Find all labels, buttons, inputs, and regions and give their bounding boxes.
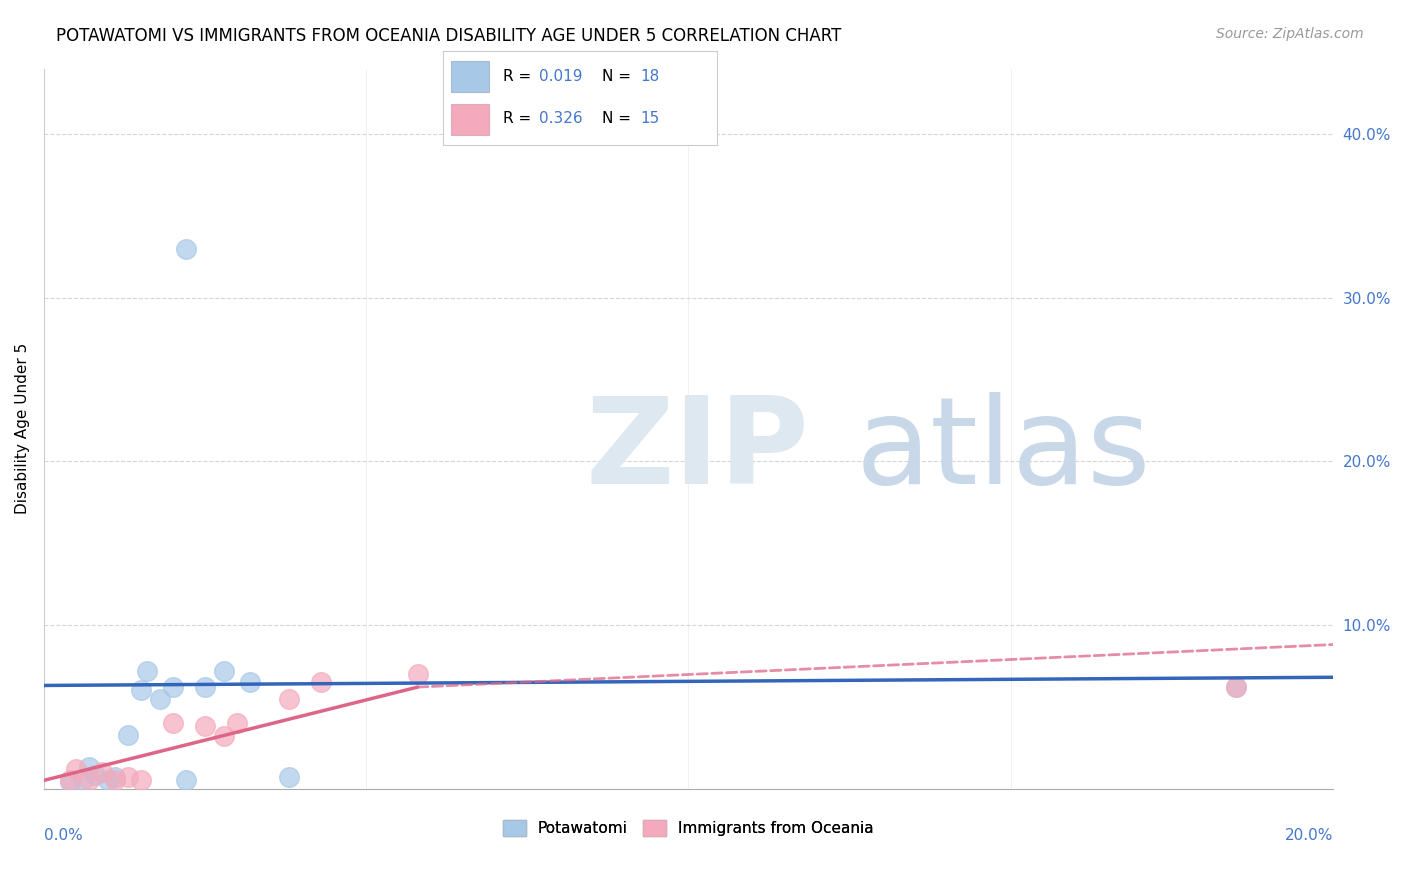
Point xyxy=(277,691,299,706)
Text: 18: 18 xyxy=(640,69,659,84)
Point xyxy=(214,664,236,678)
Point xyxy=(129,773,152,788)
Point xyxy=(97,773,120,788)
Point xyxy=(117,770,139,784)
Point xyxy=(162,716,184,731)
Text: 0.019: 0.019 xyxy=(538,69,582,84)
Point xyxy=(104,773,127,788)
Point xyxy=(1225,680,1247,694)
Text: N =: N = xyxy=(602,69,636,84)
Text: atlas: atlas xyxy=(856,392,1152,508)
Y-axis label: Disability Age Under 5: Disability Age Under 5 xyxy=(15,343,30,514)
Point xyxy=(149,691,172,706)
Text: 0.326: 0.326 xyxy=(538,112,582,127)
Text: ZIP: ZIP xyxy=(585,392,808,508)
Point xyxy=(162,680,184,694)
Point xyxy=(117,727,139,741)
Point xyxy=(1225,680,1247,694)
Point xyxy=(226,716,249,731)
Point xyxy=(72,773,94,788)
Point xyxy=(194,719,217,733)
Text: R =: R = xyxy=(503,112,536,127)
Point xyxy=(239,675,262,690)
Text: 15: 15 xyxy=(640,112,659,127)
Text: 20.0%: 20.0% xyxy=(1285,828,1333,843)
Point xyxy=(77,773,100,788)
Point xyxy=(406,667,429,681)
Point xyxy=(90,765,112,780)
Point xyxy=(59,775,82,789)
Text: R =: R = xyxy=(503,69,536,84)
FancyBboxPatch shape xyxy=(451,62,489,92)
Point xyxy=(84,768,107,782)
Point xyxy=(277,770,299,784)
Point xyxy=(194,680,217,694)
Point xyxy=(174,242,197,256)
Legend: Potawatomi, Immigrants from Oceania: Potawatomi, Immigrants from Oceania xyxy=(496,814,880,842)
Text: POTAWATOMI VS IMMIGRANTS FROM OCEANIA DISABILITY AGE UNDER 5 CORRELATION CHART: POTAWATOMI VS IMMIGRANTS FROM OCEANIA DI… xyxy=(56,27,842,45)
Point xyxy=(59,773,82,788)
Point xyxy=(174,773,197,788)
Text: N =: N = xyxy=(602,112,636,127)
Point xyxy=(136,664,159,678)
Point xyxy=(129,683,152,698)
Point xyxy=(214,729,236,743)
Point xyxy=(65,762,87,776)
Point xyxy=(309,675,332,690)
Point xyxy=(77,760,100,774)
Text: Source: ZipAtlas.com: Source: ZipAtlas.com xyxy=(1216,27,1364,41)
Point xyxy=(104,770,127,784)
FancyBboxPatch shape xyxy=(451,104,489,136)
Text: 0.0%: 0.0% xyxy=(44,828,83,843)
